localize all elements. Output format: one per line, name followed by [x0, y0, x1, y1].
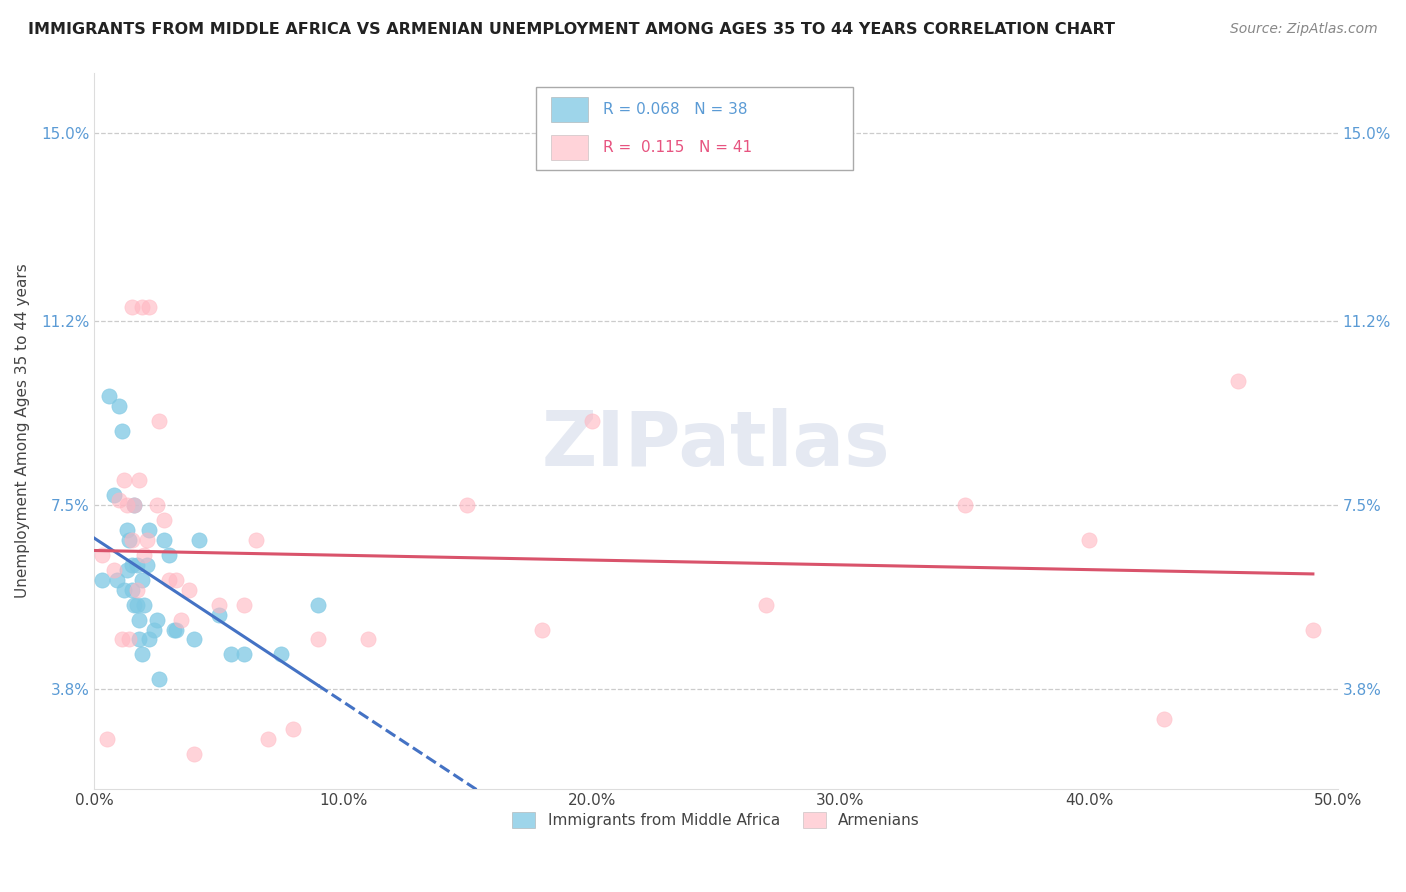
Point [183, 747, 205, 761]
Point [112, 474, 135, 488]
Point [1227, 374, 1250, 388]
Point [143, 623, 166, 637]
Point [157, 548, 180, 562]
Point [122, 498, 145, 512]
Point [138, 300, 160, 314]
Point [135, 558, 157, 572]
Point [125, 582, 148, 597]
Point [125, 558, 148, 572]
FancyBboxPatch shape [551, 135, 588, 160]
Point [111, 632, 134, 647]
Point [357, 632, 380, 647]
Point [177, 582, 200, 597]
Point [121, 558, 143, 572]
Point [90, 548, 112, 562]
Point [755, 598, 778, 612]
Point [122, 598, 145, 612]
Point [153, 533, 176, 547]
Text: IMMIGRANTS FROM MIDDLE AFRICA VS ARMENIAN UNEMPLOYMENT AMONG AGES 35 TO 44 YEARS: IMMIGRANTS FROM MIDDLE AFRICA VS ARMENIA… [28, 22, 1115, 37]
Point [135, 533, 157, 547]
Point [103, 563, 125, 577]
Point [132, 598, 155, 612]
Point [131, 573, 153, 587]
Point [131, 300, 153, 314]
Point [90, 573, 112, 587]
Point [131, 648, 153, 662]
Point [165, 573, 187, 587]
Point [581, 414, 603, 428]
Point [1153, 712, 1175, 726]
Point [98, 389, 121, 403]
Point [115, 498, 138, 512]
FancyBboxPatch shape [536, 87, 853, 169]
Point [245, 533, 267, 547]
Point [183, 632, 205, 647]
Point [307, 598, 329, 612]
Text: R = 0.068   N = 38: R = 0.068 N = 38 [603, 102, 748, 117]
Point [1302, 623, 1324, 637]
Point [456, 498, 478, 512]
Text: Source: ZipAtlas.com: Source: ZipAtlas.com [1230, 22, 1378, 37]
Point [132, 548, 155, 562]
Point [953, 498, 976, 512]
Point [307, 632, 329, 647]
Point [219, 648, 242, 662]
Point [118, 533, 141, 547]
Point [138, 523, 160, 537]
Point [125, 598, 148, 612]
Point [270, 648, 292, 662]
Point [165, 623, 187, 637]
Text: ZIPatlas: ZIPatlas [541, 408, 890, 482]
Point [121, 300, 143, 314]
Point [115, 523, 138, 537]
Point [148, 672, 170, 686]
Point [96, 731, 118, 746]
Point [112, 582, 135, 597]
Point [128, 632, 150, 647]
Point [108, 399, 131, 413]
Point [108, 493, 131, 508]
FancyBboxPatch shape [551, 97, 588, 122]
Point [187, 533, 209, 547]
Point [145, 498, 167, 512]
Point [111, 424, 134, 438]
Point [121, 582, 143, 597]
Point [157, 573, 180, 587]
Point [115, 563, 138, 577]
Point [153, 513, 176, 527]
Point [283, 722, 305, 736]
Point [232, 598, 254, 612]
Point [257, 731, 280, 746]
Point [208, 598, 231, 612]
Point [1078, 533, 1101, 547]
Point [163, 623, 186, 637]
Point [138, 632, 160, 647]
Point [232, 648, 254, 662]
Text: R =  0.115   N = 41: R = 0.115 N = 41 [603, 140, 752, 155]
Point [121, 533, 143, 547]
Y-axis label: Unemployment Among Ages 35 to 44 years: Unemployment Among Ages 35 to 44 years [15, 263, 30, 599]
Point [122, 498, 145, 512]
Legend: Immigrants from Middle Africa, Armenians: Immigrants from Middle Africa, Armenians [506, 806, 925, 835]
Point [148, 414, 170, 428]
Point [128, 474, 150, 488]
Point [145, 613, 167, 627]
Point [128, 613, 150, 627]
Point [208, 607, 231, 622]
Point [105, 573, 128, 587]
Point [118, 632, 141, 647]
Point [530, 623, 553, 637]
Point [103, 488, 125, 502]
Point [170, 613, 193, 627]
